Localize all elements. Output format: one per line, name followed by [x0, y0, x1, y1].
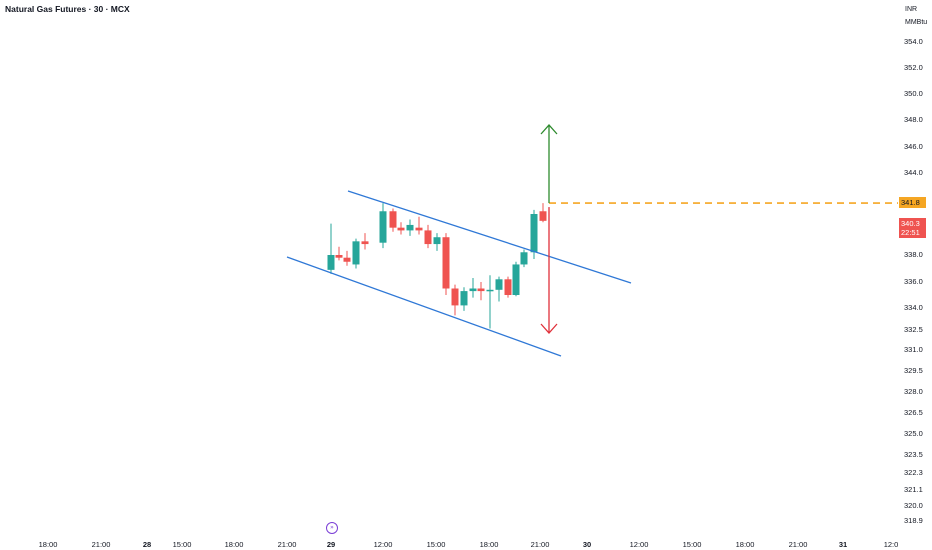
candlestick-series — [327, 203, 547, 329]
time-axis-tick: 21:00 — [91, 540, 111, 549]
session-event-icon[interactable]: » — [326, 522, 338, 534]
last-price-value: 340.3 — [901, 219, 920, 228]
candle-body — [335, 255, 343, 258]
time-axis-tick: 12:00 — [629, 540, 649, 549]
time-axis-tick: 31 — [838, 540, 848, 549]
channel-lower-line — [286, 256, 562, 357]
candle-body — [379, 211, 387, 243]
target-up-arrowhead — [540, 124, 558, 135]
candle-body — [530, 214, 538, 253]
candle-body — [352, 241, 360, 265]
time-axis-tick: 18:00 — [479, 540, 499, 549]
candle-body — [495, 279, 503, 290]
candle-body — [327, 255, 335, 270]
candle-body — [512, 264, 520, 295]
channel-upper-line — [347, 190, 632, 284]
chart-title: Natural Gas Futures · 30 · MCX — [5, 4, 130, 14]
candle-body — [477, 288, 485, 292]
price-axis-tick: 320.0 — [904, 501, 923, 510]
price-axis-tick: 338.0 — [904, 250, 923, 259]
candle-body — [433, 237, 441, 245]
drawing-annotations — [286, 124, 898, 357]
price-axis-tick: 332.5 — [904, 325, 923, 334]
time-axis-tick: 18:00 — [38, 540, 58, 549]
time-axis-tick: 21:00 — [530, 540, 550, 549]
candle-body — [451, 288, 459, 306]
price-axis-tick: 323.5 — [904, 450, 923, 459]
candle-body — [424, 230, 432, 245]
price-axis-tick: 336.0 — [904, 277, 923, 286]
price-axis-tick: 344.0 — [904, 168, 923, 177]
price-axis-tick: 352.0 — [904, 63, 923, 72]
time-axis-tick: 21:00 — [788, 540, 808, 549]
time-axis-tick: 18:00 — [735, 540, 755, 549]
time-axis-tick: 15:00 — [172, 540, 192, 549]
candle-body — [504, 279, 512, 295]
price-axis-tick: 348.0 — [904, 115, 923, 124]
price-axis-tick: 328.0 — [904, 387, 923, 396]
price-axis-tick: 346.0 — [904, 142, 923, 151]
price-axis-tick: 325.0 — [904, 429, 923, 438]
candle-body — [397, 227, 405, 231]
candle-body — [486, 289, 494, 292]
level-price-tag: 341.8 — [899, 197, 926, 208]
price-axis-tick: 318.9 — [904, 516, 923, 525]
bar-countdown: 22:51 — [901, 228, 920, 237]
target-down-arrowhead — [540, 323, 558, 334]
time-axis-tick: 15:00 — [426, 540, 446, 549]
candle-body — [442, 237, 450, 289]
price-axis-tick: 354.0 — [904, 37, 923, 46]
candle-body — [539, 211, 547, 221]
time-axis-tick: 15:00 — [682, 540, 702, 549]
candle-body — [406, 224, 414, 231]
time-axis-tick: 12:00 — [373, 540, 393, 549]
candle-body — [520, 252, 528, 265]
unit-label: MMBtu — [905, 19, 928, 26]
last-price-tag: 340.3 22:51 — [899, 218, 926, 238]
candle-body — [343, 257, 351, 262]
candle-body — [460, 291, 468, 306]
price-axis-tick: 334.0 — [904, 303, 923, 312]
price-axis-tick: 322.3 — [904, 468, 923, 477]
candle-body — [415, 227, 423, 231]
currency-label: INR — [905, 6, 918, 13]
price-axis-tick: 329.5 — [904, 366, 923, 375]
price-axis-tick: 331.0 — [904, 345, 923, 354]
time-axis-tick: 29 — [326, 540, 336, 549]
time-axis-tick: 28 — [142, 540, 152, 549]
candle-body — [389, 211, 397, 228]
time-axis-tick: 12:0 — [883, 540, 899, 549]
time-axis-tick: 30 — [582, 540, 592, 549]
time-axis-tick: 18:00 — [224, 540, 244, 549]
time-axis-tick: 21:00 — [277, 540, 297, 549]
candle-body — [361, 241, 369, 245]
candle-body — [469, 288, 477, 292]
price-axis-tick: 350.0 — [904, 89, 923, 98]
price-axis-tick: 321.1 — [904, 485, 923, 494]
price-axis-tick: 326.5 — [904, 408, 923, 417]
